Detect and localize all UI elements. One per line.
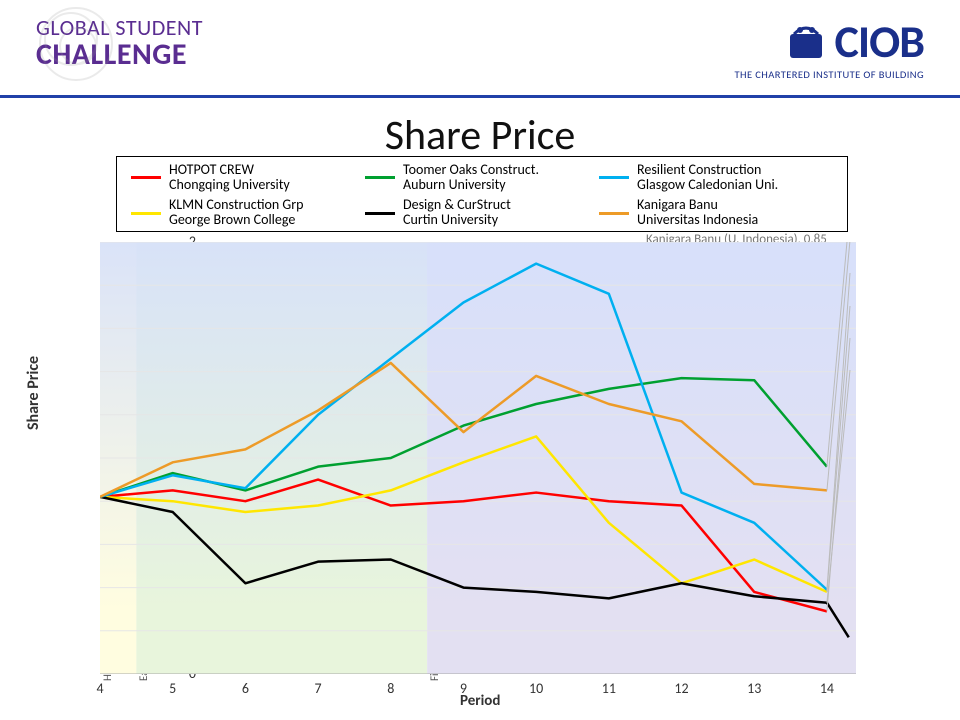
chart-legend: HOTPOT CREWChongqing University KLMN Con… [116,156,848,232]
x-tick: 12 [667,680,697,697]
ciob-logo: CIOB THE CHARTERED INSTITUTE OF BUILDING [735,14,924,81]
x-tick: 9 [448,680,478,697]
x-tick: 14 [812,680,842,697]
x-tick: 6 [230,680,260,697]
line-chart [100,242,856,674]
header: GLOBAL STUDENT CHALLENGE CIOB THE CHARTE… [0,0,960,104]
legend-item: Resilient ConstructionGlasgow Caledonian… [599,163,833,192]
legend-item: Kanigara BanuUniversitas Indonesia [599,198,833,227]
x-tick: 11 [594,680,624,697]
x-tick: 5 [158,680,188,697]
ciob-text: CIOB [834,14,924,70]
legend-item: Toomer Oaks Construct.Auburn University [365,163,599,192]
legend-item: KLMN Construction GrpGeorge Brown Colleg… [131,198,365,227]
ciob-crest-icon [784,20,828,64]
gsc-logo: GLOBAL STUDENT CHALLENGE [36,14,203,68]
x-tick: 8 [376,680,406,697]
swirl-icon [16,4,136,84]
x-tick: 4 [85,680,115,697]
legend-item: HOTPOT CREWChongqing University [131,163,365,192]
legend-item: Design & CurStructCurtin University [365,198,599,227]
ciob-sub: THE CHARTERED INSTITUTE OF BUILDING [735,68,924,81]
x-tick: 7 [303,680,333,697]
page-title: Share Price [0,110,960,161]
header-rule [0,95,960,98]
x-tick: 10 [521,680,551,697]
x-tick: 13 [739,680,769,697]
y-axis-label: Share Price [24,356,43,430]
